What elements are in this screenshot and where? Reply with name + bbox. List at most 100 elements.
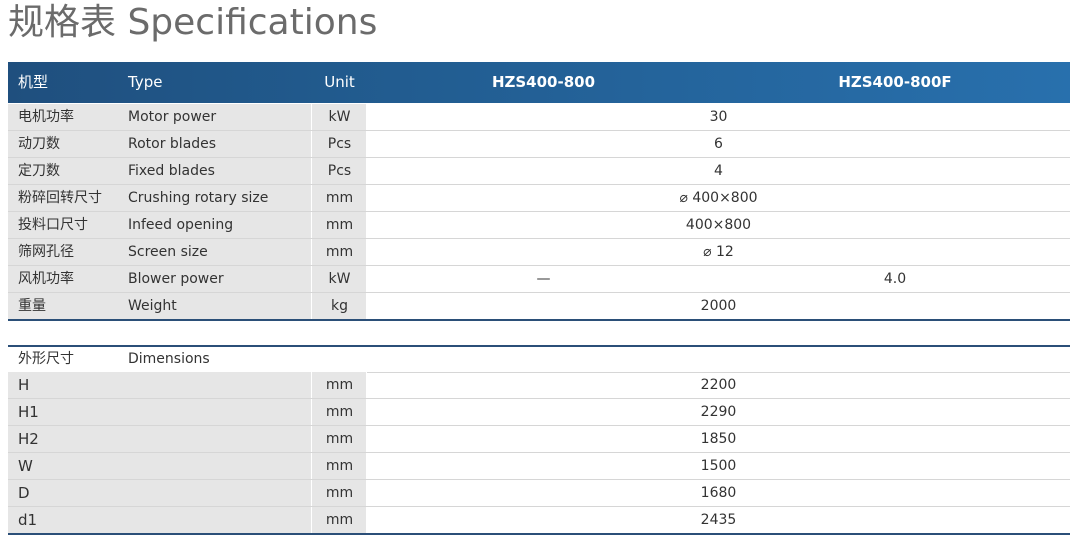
unit-bg	[312, 293, 367, 319]
label-bg	[8, 480, 312, 506]
row-bg	[8, 185, 1070, 212]
row-bg	[8, 212, 1070, 239]
cn-label: 粉碎回转尺寸	[18, 190, 102, 206]
dim-label: H	[18, 376, 30, 394]
unit: mm	[325, 217, 354, 233]
value: 1500	[700, 458, 737, 474]
unit-bg	[312, 158, 367, 184]
value: 2435	[700, 512, 737, 528]
unit-bg	[312, 131, 367, 157]
row-bg	[8, 480, 1070, 507]
unit: mm	[325, 512, 354, 528]
unit: kg	[331, 298, 348, 314]
value: 1850	[700, 431, 737, 447]
unit-bg	[312, 239, 367, 265]
table-header	[8, 62, 1070, 103]
unit-bg	[312, 212, 367, 238]
row-bg	[8, 372, 1070, 399]
divider	[8, 319, 1070, 321]
dim-label: H2	[18, 430, 39, 448]
header-cell: HZS400-800F	[838, 73, 952, 91]
unit: mm	[325, 244, 354, 260]
unit: mm	[325, 485, 354, 501]
row-bg	[8, 453, 1070, 480]
header-cell: Unit	[324, 73, 355, 91]
dim-label: D	[18, 484, 30, 502]
unit: kW	[328, 109, 351, 125]
header-cell: 机型	[18, 73, 49, 91]
en-label: Screen size	[128, 244, 208, 260]
label-bg	[8, 239, 312, 265]
header-cell: HZS400-800	[491, 73, 596, 91]
cn-label: 风机功率	[18, 271, 74, 287]
cn-label: 筛网孔径	[18, 244, 74, 260]
header-cell: Type	[128, 73, 163, 91]
value: 2290	[700, 404, 737, 420]
en-label: Motor power	[128, 109, 217, 125]
label-bg	[8, 104, 312, 130]
unit-bg	[312, 507, 367, 533]
divider	[8, 533, 1070, 535]
value: —	[536, 271, 551, 287]
en-label: Infeed opening	[128, 217, 234, 233]
unit-bg	[312, 480, 367, 506]
value: 6	[714, 136, 723, 152]
cn-label: 定刀数	[18, 163, 60, 179]
unit-bg	[312, 185, 367, 211]
row-bg	[8, 399, 1070, 426]
unit: kW	[328, 271, 351, 287]
label-bg	[8, 507, 312, 533]
unit: mm	[325, 190, 354, 206]
unit: Pcs	[327, 136, 352, 152]
value: 400×800	[685, 217, 752, 233]
cn-label: 投料口尺寸	[18, 217, 88, 233]
value: 1680	[700, 485, 737, 501]
unit-bg	[312, 453, 367, 479]
label-bg	[8, 266, 312, 292]
value: ⌀ 400×800	[679, 190, 758, 206]
section-title: Dimensions	[128, 351, 210, 367]
dim-label: d1	[18, 511, 38, 529]
unit-bg	[312, 266, 367, 292]
row-bg	[8, 131, 1070, 158]
cn-label: 动刀数	[18, 136, 60, 152]
unit-bg	[312, 372, 367, 398]
value: ⌀ 12	[703, 244, 734, 260]
unit: mm	[325, 404, 354, 420]
unit: mm	[325, 431, 354, 447]
label-bg	[8, 212, 312, 238]
row-bg	[8, 158, 1070, 185]
label-bg	[8, 372, 312, 398]
dim-label: W	[18, 457, 33, 475]
label-bg	[8, 426, 312, 452]
unit-bg	[312, 399, 367, 425]
section-title: 外形尺寸	[18, 351, 74, 367]
divider	[8, 345, 1070, 347]
value: 2200	[700, 377, 737, 393]
value: 4.0	[883, 271, 907, 287]
unit: mm	[325, 377, 354, 393]
unit-bg	[312, 426, 367, 452]
label-bg	[8, 453, 312, 479]
en-label: Blower power	[128, 271, 224, 287]
row-bg	[8, 239, 1070, 266]
value: 4	[714, 163, 723, 179]
label-bg	[8, 131, 312, 157]
value: 2000	[700, 298, 737, 314]
cn-label: 重量	[18, 298, 46, 314]
row-bg	[8, 346, 1070, 373]
value: 30	[709, 109, 728, 125]
label-bg	[8, 293, 312, 319]
unit: mm	[325, 458, 354, 474]
row-bg	[8, 104, 1070, 131]
label-bg	[8, 399, 312, 425]
page-title: 规格表 Specifications	[8, 2, 378, 43]
en-label: Fixed blades	[128, 163, 215, 179]
en-label: Weight	[128, 298, 177, 314]
row-bg	[8, 266, 1070, 293]
unit-bg	[312, 104, 367, 130]
dim-label: H1	[18, 403, 39, 421]
en-label: Crushing rotary size	[128, 190, 269, 206]
cn-label: 电机功率	[18, 109, 74, 125]
